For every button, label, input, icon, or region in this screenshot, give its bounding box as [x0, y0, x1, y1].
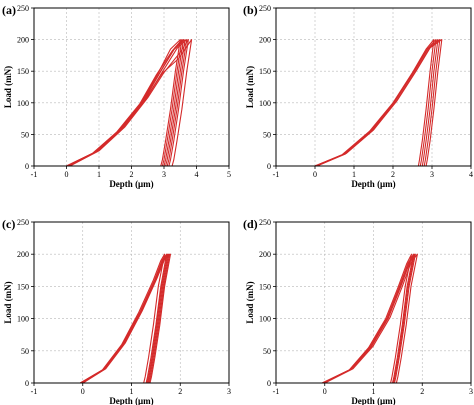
series-line-7 — [34, 39, 229, 167]
y-axis-label: Load (mN) — [3, 281, 13, 323]
x-tick-label: 1 — [352, 170, 356, 179]
y-tick-label: 50 — [21, 130, 29, 139]
y-tick-label: 100 — [17, 315, 29, 324]
series-line-4 — [276, 253, 471, 384]
y-tick-label: 100 — [17, 99, 29, 108]
x-tick-label: 3 — [430, 170, 434, 179]
y-tick-label: 250 — [17, 218, 29, 227]
y-tick-label: 250 — [259, 4, 271, 13]
y-tick-label: 250 — [17, 4, 29, 13]
y-tick-label: 150 — [17, 282, 29, 291]
x-tick-label: -1 — [273, 170, 280, 179]
y-tick-label: 0 — [25, 162, 29, 171]
x-tick-label: 1 — [97, 170, 101, 179]
x-tick-label: 2 — [178, 387, 182, 396]
x-tick-label: 0 — [81, 387, 85, 396]
y-tick-label: 150 — [259, 282, 271, 291]
series-line-6 — [34, 39, 229, 167]
x-tick-label: 0 — [65, 170, 69, 179]
axes-frame — [275, 7, 472, 167]
series-line-2 — [276, 253, 471, 384]
y-tick-label: 250 — [259, 218, 271, 227]
x-tick-label: 5 — [227, 170, 231, 179]
y-axis-label: Load (mN) — [245, 66, 255, 108]
panel-label: (b) — [243, 3, 258, 17]
y-tick-label: 0 — [267, 162, 271, 171]
y-tick-label: 200 — [17, 250, 29, 259]
x-tick-label: 2 — [420, 387, 424, 396]
x-tick-label: 4 — [469, 170, 473, 179]
panel-label: (a) — [2, 3, 16, 17]
y-tick-label: 150 — [259, 67, 271, 76]
x-axis-label: Depth (μm) — [351, 179, 395, 189]
series-line-5 — [34, 253, 229, 384]
x-tick-label: 4 — [195, 170, 199, 179]
x-axis-label: Depth (μm) — [109, 396, 153, 405]
axes-frame — [33, 7, 230, 167]
y-axis-label: Load (mN) — [3, 66, 13, 108]
y-tick-label: 0 — [25, 379, 29, 388]
y-tick-label: 100 — [259, 99, 271, 108]
series-line-5 — [276, 253, 471, 384]
series-line-6 — [34, 253, 229, 384]
y-tick-label: 100 — [259, 315, 271, 324]
panel-label: (c) — [2, 217, 15, 231]
x-axis-label: Depth (μm) — [351, 396, 395, 405]
x-tick-label: -1 — [31, 170, 38, 179]
y-tick-label: 0 — [267, 379, 271, 388]
x-tick-label: 0 — [323, 387, 327, 396]
y-tick-label: 50 — [263, 347, 271, 356]
y-axis-label: Load (mN) — [245, 281, 255, 323]
series-line-4 — [276, 39, 471, 167]
x-tick-label: 2 — [130, 170, 134, 179]
y-tick-label: 200 — [259, 36, 271, 45]
y-tick-label: 50 — [263, 130, 271, 139]
y-tick-label: 150 — [17, 67, 29, 76]
x-tick-label: 1 — [372, 387, 376, 396]
x-tick-label: 2 — [391, 170, 395, 179]
x-tick-label: 3 — [469, 387, 473, 396]
series-line-5 — [276, 39, 471, 167]
x-axis-label: Depth (μm) — [109, 179, 153, 189]
x-tick-label: 1 — [130, 387, 134, 396]
y-tick-label: 200 — [259, 250, 271, 259]
x-tick-label: 3 — [162, 170, 166, 179]
x-tick-label: -1 — [31, 387, 38, 396]
y-tick-label: 200 — [17, 36, 29, 45]
x-tick-label: 0 — [313, 170, 317, 179]
y-tick-label: 50 — [21, 347, 29, 356]
panel-label: (d) — [243, 217, 258, 231]
x-tick-label: 3 — [227, 387, 231, 396]
x-tick-label: -1 — [273, 387, 280, 396]
